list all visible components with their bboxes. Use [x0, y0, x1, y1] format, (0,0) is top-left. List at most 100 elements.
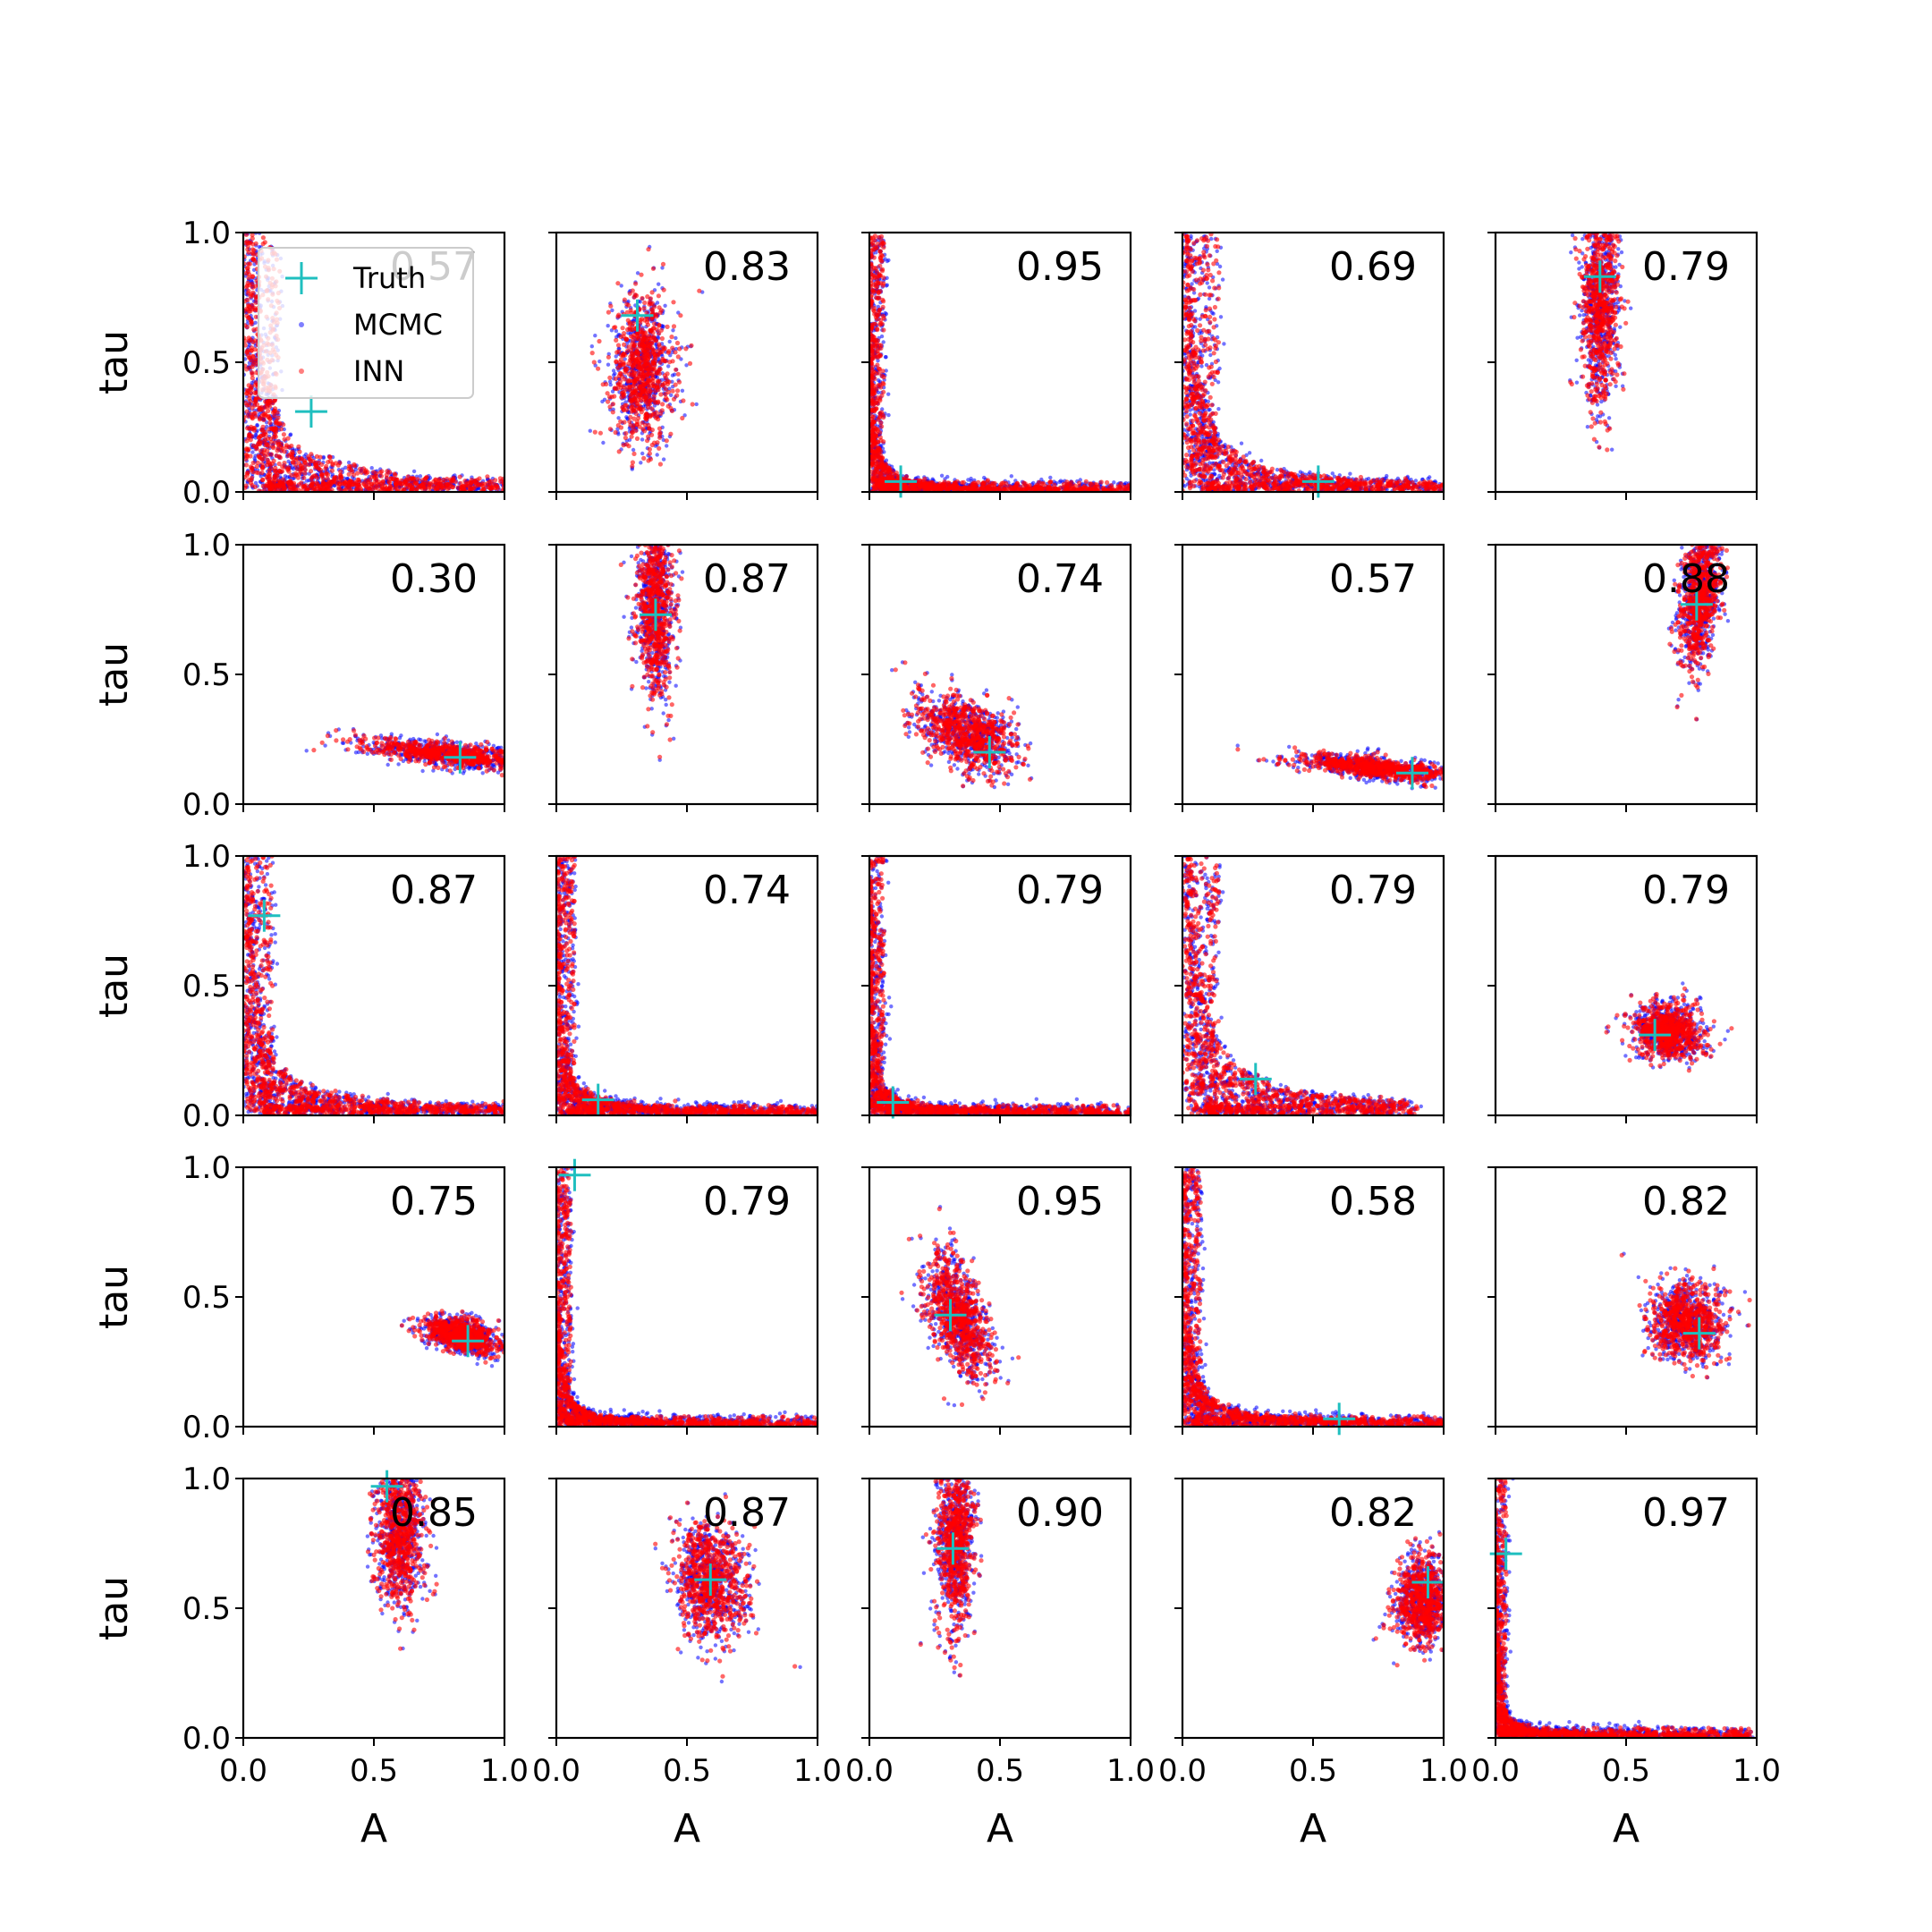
y-tick-label: 0.5 — [182, 345, 231, 381]
mcmc-point — [668, 340, 672, 343]
inn-point — [281, 422, 285, 427]
mcmc-point — [886, 259, 889, 263]
inn-point — [245, 142, 250, 147]
inn-point — [318, 487, 322, 491]
inn-point — [330, 479, 335, 484]
inn-point — [266, 453, 270, 457]
inn-point — [643, 341, 648, 345]
inn-point — [616, 382, 621, 386]
inn-point — [665, 438, 669, 443]
inn-point — [486, 481, 490, 486]
mcmc-point — [606, 324, 610, 327]
inn-point — [245, 71, 250, 75]
mcmc-point — [674, 336, 677, 340]
inn-point — [251, 426, 256, 430]
mcmc-point — [940, 474, 944, 478]
inn-point — [623, 298, 627, 302]
mcmc-point — [496, 493, 500, 496]
inn-point — [247, 97, 251, 101]
inn-point — [631, 460, 635, 464]
inn-point — [293, 485, 298, 489]
mcmc-point — [865, 253, 869, 257]
inn-point — [645, 361, 649, 366]
mcmc-point — [865, 435, 869, 438]
mcmc-point — [249, 208, 252, 211]
inn-point — [255, 446, 259, 451]
inn-point — [440, 484, 445, 488]
mcmc-point — [1086, 494, 1089, 497]
mcmc-point — [865, 413, 869, 417]
inn-point — [629, 393, 633, 397]
mcmc-point — [913, 493, 917, 496]
inn-point — [650, 331, 655, 335]
mcmc-point — [307, 493, 310, 496]
inn-point — [608, 304, 613, 309]
inn-point — [319, 474, 324, 479]
inn-point — [634, 422, 639, 427]
inn-point — [636, 416, 640, 420]
inn-point — [258, 407, 263, 411]
inn-point — [321, 479, 326, 484]
inn-point — [664, 392, 668, 396]
mcmc-point — [884, 355, 887, 359]
mcmc-point — [864, 372, 868, 376]
mcmc-point — [1091, 493, 1095, 496]
inn-point — [683, 346, 688, 351]
inn-point — [638, 359, 642, 363]
inn-point — [246, 187, 250, 191]
mcmc-point — [1039, 496, 1043, 500]
inn-point — [688, 361, 692, 366]
inn-point — [666, 404, 671, 409]
mcmc-point — [884, 498, 887, 502]
mcmc-point — [241, 174, 244, 177]
inn-point — [379, 481, 384, 486]
inn-point — [253, 411, 258, 415]
inn-point — [274, 435, 278, 439]
inn-point — [263, 405, 267, 410]
mcmc-point — [1069, 496, 1072, 499]
mcmc-point — [286, 460, 290, 463]
inn-point — [641, 456, 646, 461]
inn-point — [635, 379, 640, 384]
inn-point — [258, 449, 263, 453]
inn-point — [598, 431, 603, 436]
mcmc-point — [1081, 493, 1085, 496]
inn-point — [630, 402, 634, 406]
inn-point — [291, 461, 295, 465]
inn-point — [658, 310, 663, 315]
inn-point — [330, 469, 335, 473]
inn-point — [259, 456, 264, 461]
inn-point — [592, 360, 597, 364]
inn-point — [245, 102, 250, 106]
mcmc-point — [246, 106, 250, 109]
inn-point — [363, 470, 368, 474]
mcmc-point — [864, 375, 868, 378]
inn-point — [248, 149, 252, 154]
mcmc-point — [242, 90, 245, 94]
inn-point — [292, 456, 296, 461]
inn-point — [253, 485, 258, 489]
mcmc-point — [464, 495, 468, 498]
mcmc-point — [987, 493, 991, 496]
inn-point — [674, 394, 679, 398]
inn-point — [614, 338, 618, 343]
inn-point — [245, 117, 250, 122]
inn-point — [250, 376, 255, 380]
mcmc-point — [237, 320, 241, 324]
mcmc-point — [257, 97, 260, 101]
inn-point — [252, 403, 257, 408]
inn-point — [247, 100, 251, 105]
inn-point — [244, 367, 249, 371]
inn-point — [246, 218, 250, 223]
mcmc-point — [233, 340, 237, 343]
mcmc-point — [249, 168, 252, 172]
inn-point — [639, 273, 643, 277]
inn-point — [344, 486, 349, 490]
inn-point — [245, 410, 250, 414]
inn-point — [642, 356, 647, 360]
inn-point — [327, 454, 332, 459]
inn-point — [374, 471, 378, 476]
inn-point — [246, 10, 250, 14]
inn-point — [627, 419, 631, 424]
inn-point — [387, 480, 392, 485]
